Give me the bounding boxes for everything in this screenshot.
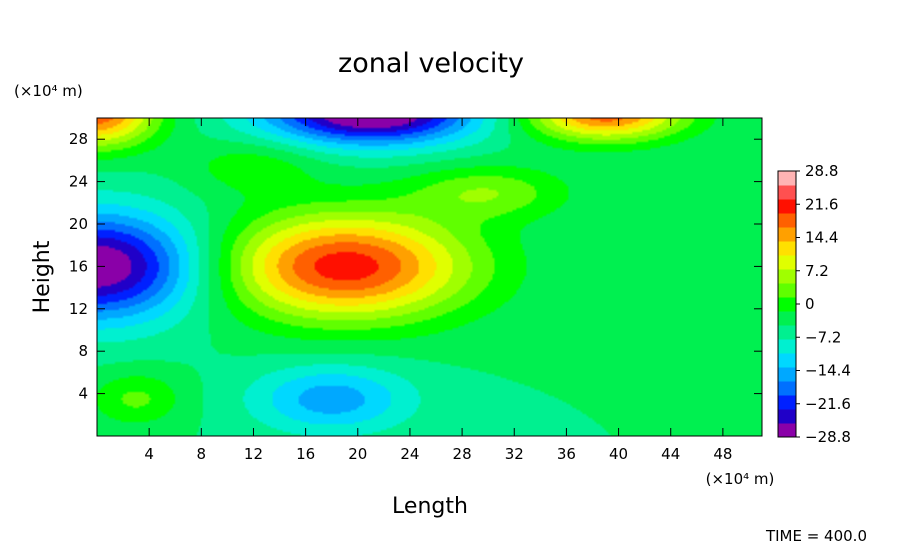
colorbar-swatch [778, 241, 796, 256]
x-unit-label: (×10⁴ m) [706, 470, 775, 488]
colorbar-label: 7.2 [805, 262, 829, 280]
colorbar-swatch [778, 353, 796, 368]
colorbar-label: 0 [805, 295, 815, 313]
colorbar-swatch [778, 367, 796, 382]
x-axis-label: Length [392, 494, 468, 519]
x-tick-label: 36 [557, 445, 576, 463]
y-axis: 4 8 12 16 20 24 28 [69, 130, 762, 403]
colorbar-label: −14.4 [805, 362, 851, 380]
x-tick-label: 44 [661, 445, 680, 463]
colorbar-label: −21.6 [805, 395, 851, 413]
colorbar-swatch [778, 325, 796, 340]
colorbar-swatch [778, 269, 796, 284]
x-tick-label: 40 [609, 445, 628, 463]
x-tick-label: 4 [144, 445, 154, 463]
y-tick-label: 12 [69, 300, 88, 318]
chart-title: zonal velocity [338, 48, 524, 79]
y-unit-label: (×10⁴ m) [14, 82, 83, 100]
colorbar-swatch [778, 297, 796, 312]
colorbar-swatch [778, 255, 796, 270]
x-tick-label: 48 [713, 445, 732, 463]
x-tick-label: 8 [197, 445, 207, 463]
colorbar-swatch [778, 311, 796, 326]
colorbar-label: 14.4 [805, 229, 838, 247]
colorbar-swatch [778, 227, 796, 242]
colorbar-swatch [778, 423, 796, 438]
colorbar-swatch [778, 409, 796, 424]
colorbar-swatch [778, 381, 796, 396]
y-tick-label: 8 [78, 342, 88, 360]
colorbar-swatch [778, 213, 796, 228]
colorbar-label: 28.8 [805, 162, 838, 180]
colorbar-swatch [778, 185, 796, 200]
colorbar-swatch [778, 283, 796, 298]
colorbar-swatch [778, 199, 796, 214]
y-tick-label: 16 [69, 257, 88, 275]
colorbar-label: 21.6 [805, 195, 838, 213]
y-tick-label: 20 [69, 215, 88, 233]
y-axis-label: Height [30, 240, 55, 313]
x-tick-label: 20 [348, 445, 367, 463]
colorbar-swatch [778, 171, 796, 186]
y-tick-label: 28 [69, 130, 88, 148]
time-label: TIME = 400.0 [765, 527, 867, 544]
x-tick-label: 28 [453, 445, 472, 463]
colorbar-label: −7.2 [805, 328, 841, 346]
x-axis: 4 8 12 16 20 24 28 32 36 40 44 48 [144, 118, 732, 463]
colorbar-swatch [778, 395, 796, 410]
colorbar-swatch [778, 339, 796, 354]
heatmap-field [97, 118, 762, 436]
x-tick-label: 24 [400, 445, 419, 463]
y-tick-label: 4 [78, 385, 88, 403]
colorbar-label: −28.8 [805, 428, 851, 446]
x-tick-label: 12 [244, 445, 263, 463]
plot-frame [96, 117, 763, 437]
colorbar: 28.8 21.6 14.4 7.2 0 −7.2 −14.4 −21.6 −28.8 [777, 162, 851, 446]
y-tick-label: 24 [69, 173, 88, 191]
heatmap-area [96, 117, 763, 437]
x-tick-label: 32 [505, 445, 524, 463]
x-tick-label: 16 [296, 445, 315, 463]
